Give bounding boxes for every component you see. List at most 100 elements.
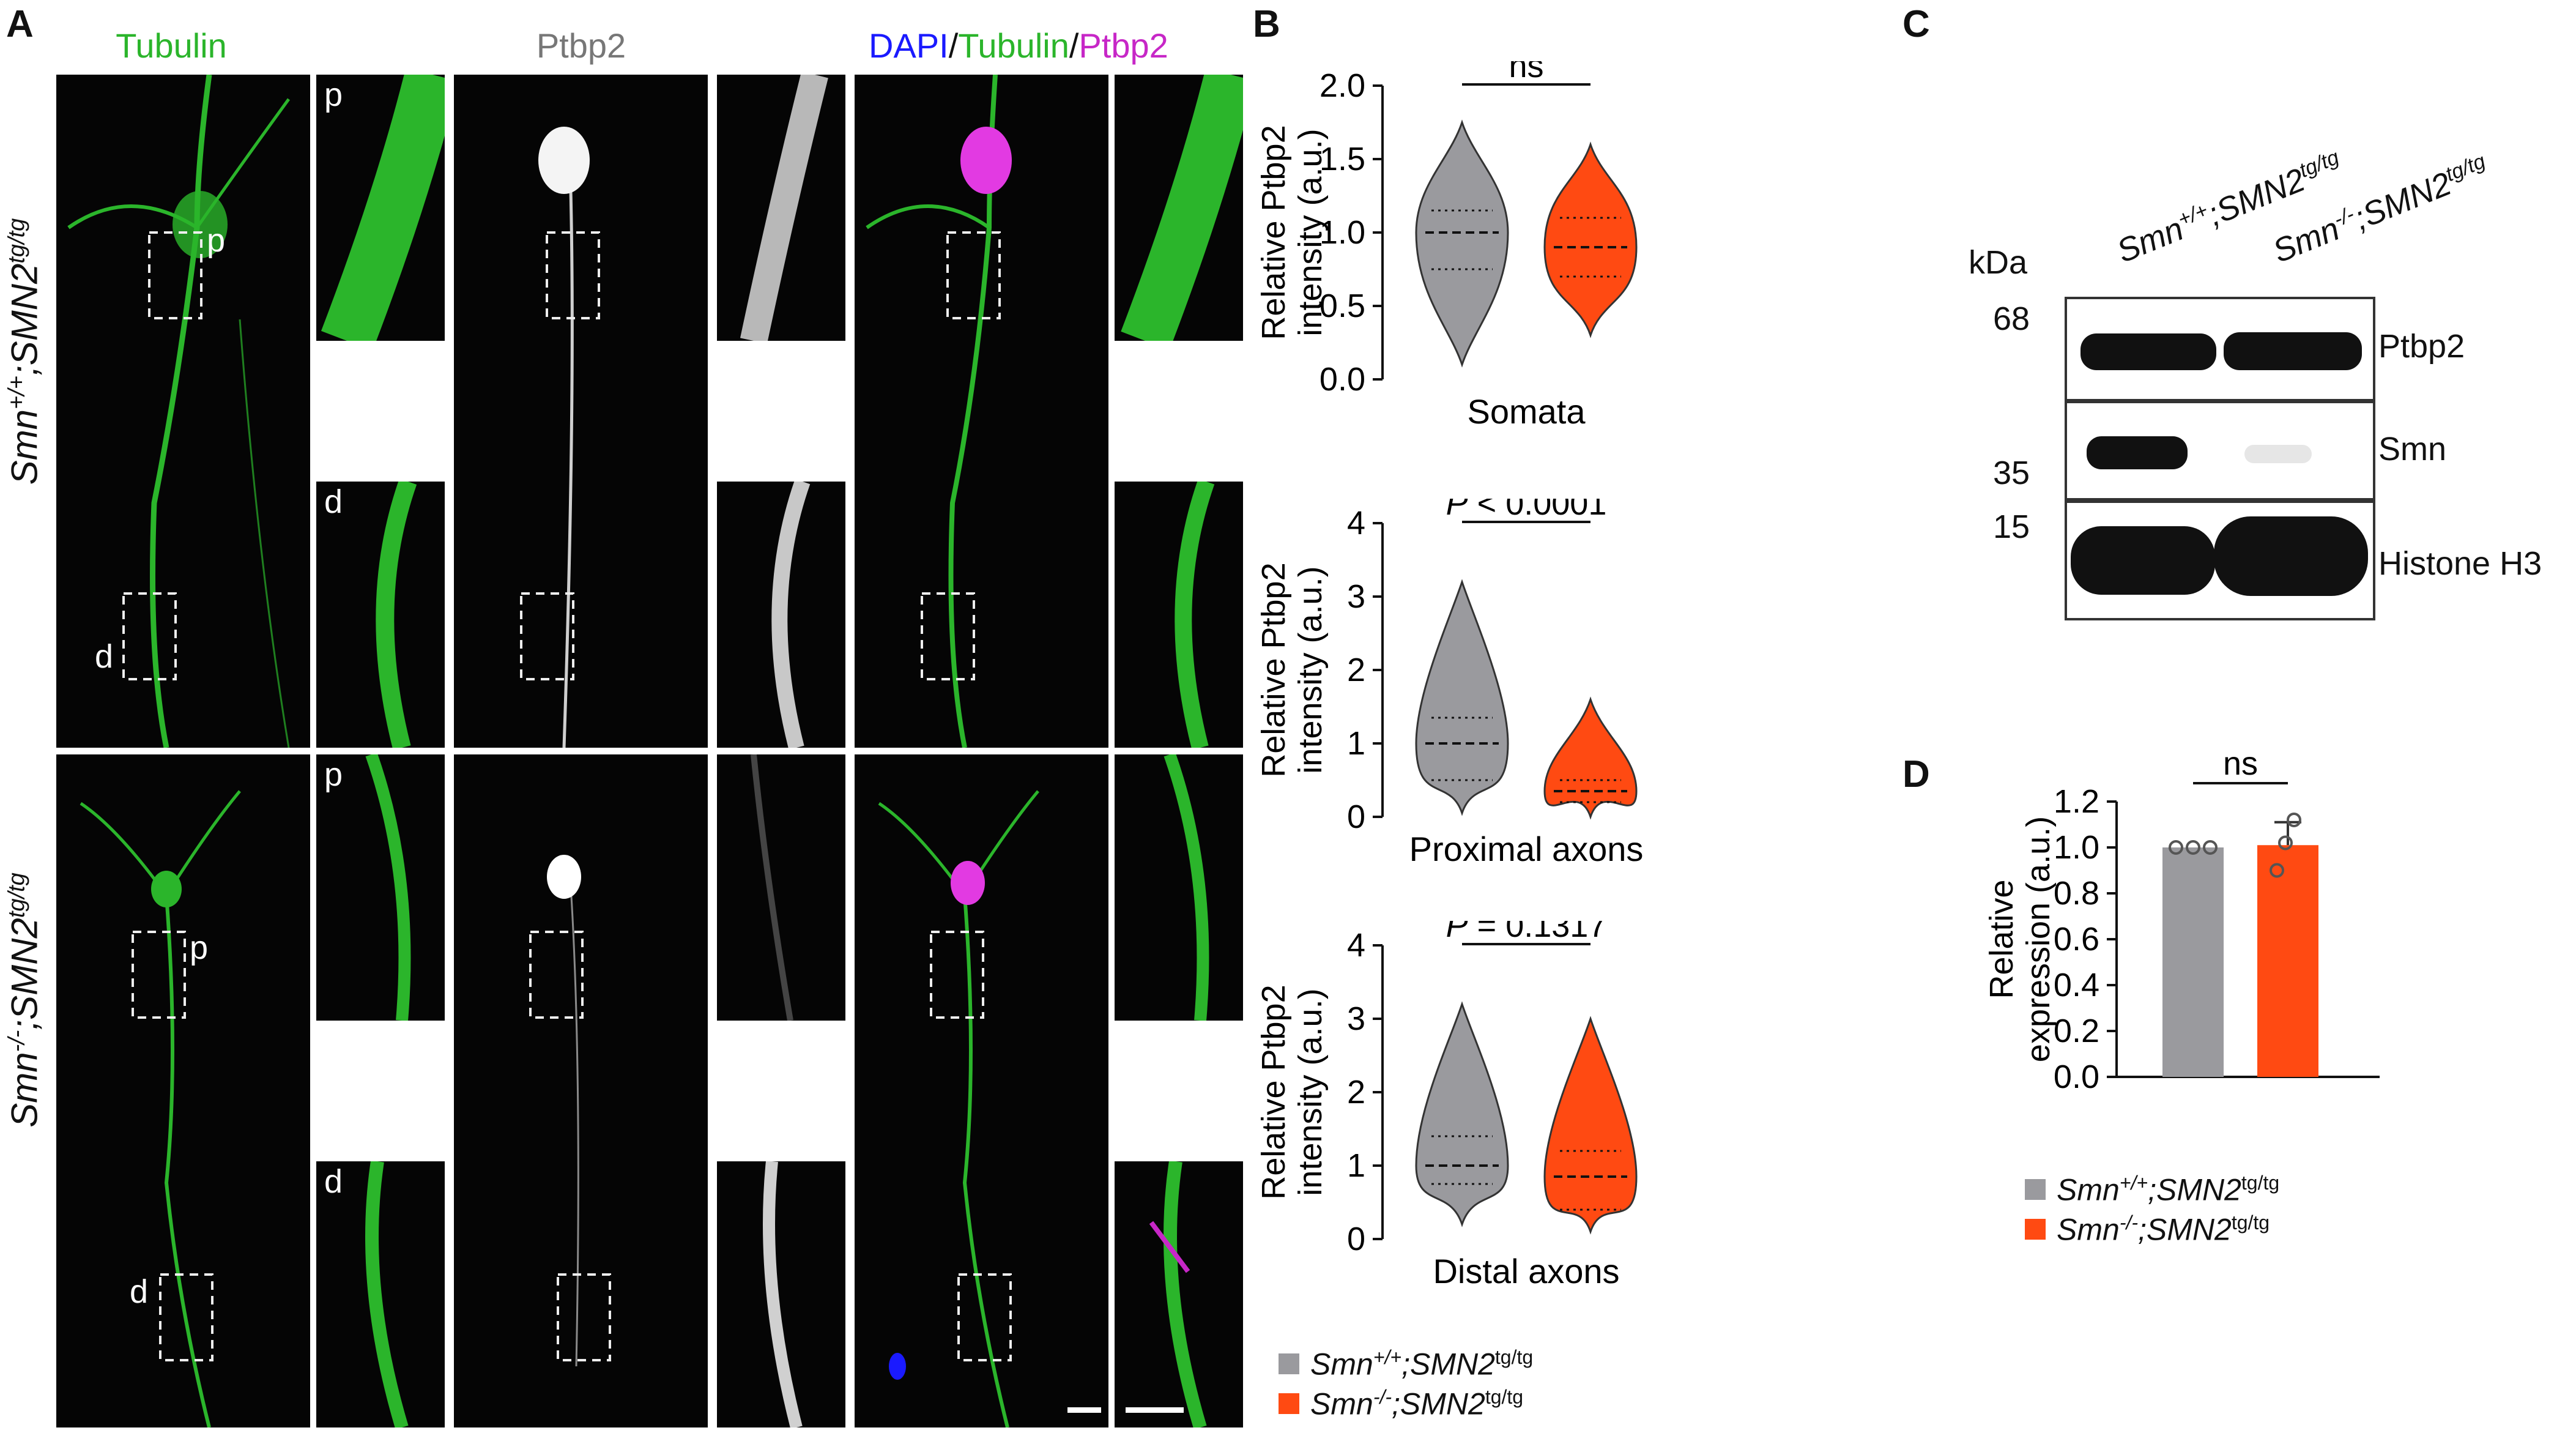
image-merge-ko — [855, 754, 1108, 1427]
blot-kda-label: kDa — [1969, 244, 2028, 281]
data-point — [2287, 813, 2301, 827]
merge-title-tubulin: Tubulin — [958, 26, 1069, 65]
y-tick-label: 2 — [1347, 1074, 1365, 1111]
box-label-d-ko-tub: d — [130, 1273, 149, 1310]
y-tick-label: 4 — [1347, 927, 1365, 964]
y-axis-label: Relative Ptbp2 intensity (a.u.) — [1260, 125, 1329, 340]
significance-label: ns — [2223, 753, 2258, 782]
y-axis-label-line1: Relative Ptbp2 — [1260, 984, 1292, 1199]
y-tick-label: 0.4 — [2054, 967, 2099, 1003]
violin-ko — [1543, 141, 1638, 338]
image-tubulin-ko — [56, 754, 310, 1427]
y-tick-label: 1.5 — [1320, 141, 1365, 177]
y-tick-label: 0.0 — [1320, 361, 1365, 398]
inset-letter-d-wt: d — [324, 483, 343, 520]
legend-swatch-ko — [1279, 1393, 1299, 1415]
bar-wt — [2162, 847, 2224, 1077]
significance-label: P < 0.0001 — [1446, 499, 1607, 522]
chart-title: Distal axons — [1433, 1252, 1619, 1290]
merge-title-dapi: DAPI — [869, 26, 949, 65]
scale-bar-inset — [1126, 1407, 1184, 1413]
blot-marker-35: 35 — [1993, 455, 2030, 491]
violin-chart-somata: 0.0 0.5 1.0 1.5 2.0 Relative Ptbp2 intensity (… — [1260, 61, 1638, 431]
col-title-merge: DAPI/Tubulin/Ptbp2 — [869, 26, 1223, 65]
y-axis-label-line2: intensity (a.u.) — [1292, 988, 1329, 1196]
data-point — [2270, 863, 2284, 878]
box-label-p-wt-tub: p — [207, 222, 226, 259]
band-ptbp2-ko — [2224, 332, 2362, 370]
inset-letter-d-ko: d — [324, 1163, 343, 1200]
panel-letter-b: B — [1253, 3, 1280, 45]
merge-title-slash-1: / — [948, 26, 959, 65]
inset-merge-ko-proximal — [1115, 754, 1243, 1021]
row-label-wt: Smn+/+;SMN2tg/tg — [4, 218, 45, 485]
legend-label-ko: Smn-/-;SMN2tg/tg — [1310, 1386, 1524, 1421]
col-title-tubulin: Tubulin — [116, 26, 227, 65]
blot-band-label-histone: Histone H3 — [2378, 545, 2542, 582]
data-point — [2278, 835, 2293, 850]
y-tick-label: 4 — [1347, 505, 1365, 542]
inset-ptbp2-wt-proximal — [717, 75, 845, 341]
violin-chart-proximal: 0 1 2 3 4 Relative Ptbp2 intensity (a.u.) P < 0… — [1260, 499, 1644, 868]
inset-tubulin-wt-distal — [316, 482, 445, 748]
band-ptbp2-wt — [2080, 333, 2216, 370]
inset-merge-wt-distal — [1115, 482, 1243, 748]
band-smn-ko — [2244, 445, 2312, 463]
y-tick-label: 0.8 — [2054, 875, 2099, 912]
y-axis-label: Relative Ptbp2 intensity (a.u.) — [1260, 562, 1329, 777]
box-label-d-wt-tub: d — [95, 638, 114, 675]
y-axis-label-line1: Relative Ptbp2 — [1260, 562, 1292, 777]
y-tick-label: 3 — [1347, 1000, 1365, 1037]
y-axis-label: Relative expression (a.u.) — [1983, 816, 2057, 1062]
box-label-p-ko-tub: p — [190, 929, 209, 966]
bar-ko — [2257, 845, 2318, 1077]
legend-d-wt: Smn+/+;SMN2tg/tg — [2025, 1172, 2279, 1208]
scale-bar-main — [1067, 1407, 1101, 1413]
violin-wt — [1415, 119, 1509, 368]
blot-band-label-ptbp2: Ptbp2 — [2378, 328, 2465, 365]
legend-label-wt: Smn+/+;SMN2tg/tg — [1310, 1346, 1534, 1382]
significance-value: = 0.1317 — [1468, 921, 1607, 944]
significance-p: P — [1446, 499, 1468, 522]
legend-b-ko: Smn-/-;SMN2tg/tg — [1279, 1386, 1523, 1422]
violin-wt — [1415, 1001, 1509, 1227]
y-tick-label: 0 — [1347, 1221, 1365, 1257]
y-tick-label: 1 — [1347, 725, 1365, 762]
band-histone-wt — [2071, 526, 2215, 595]
legend-d-swatch-wt — [2025, 1179, 2046, 1200]
panel-letter-a: A — [6, 3, 34, 45]
y-tick-label: 3 — [1347, 578, 1365, 615]
significance-value: < 0.0001 — [1468, 499, 1607, 522]
y-axis-label-line1: Relative Ptbp2 — [1260, 125, 1292, 340]
inset-merge-ko-distal — [1115, 1161, 1243, 1427]
significance-p: P — [1446, 921, 1468, 944]
y-axis-label-line2: intensity (a.u.) — [1292, 128, 1329, 336]
blot-panel-ptbp2 — [2065, 297, 2375, 401]
legend-b-wt: Smn+/+;SMN2tg/tg — [1279, 1346, 1533, 1382]
inset-ptbp2-ko-distal — [717, 1161, 845, 1427]
chart-title: Proximal axons — [1409, 830, 1644, 868]
merge-title-slash-2: / — [1069, 26, 1079, 65]
inset-tubulin-wt-proximal — [316, 75, 445, 341]
inset-ptbp2-ko-proximal — [717, 754, 845, 1021]
violin-ko — [1543, 696, 1638, 820]
merge-title-ptbp2: Ptbp2 — [1078, 26, 1168, 65]
band-smn-wt — [2087, 436, 2188, 469]
significance-label: P = 0.1317 — [1446, 921, 1607, 944]
blot-marker-15: 15 — [1993, 508, 2030, 545]
violin-chart-distal: 0 1 2 3 4 Relative Ptbp2 intensity (a.u.) P = 0… — [1260, 921, 1638, 1290]
data-point — [2169, 840, 2183, 855]
inset-tubulin-ko-distal — [316, 1161, 445, 1427]
inset-tubulin-ko-proximal — [316, 754, 445, 1021]
blot-band-label-smn: Smn — [2378, 431, 2447, 467]
image-ptbp2-ko — [454, 754, 708, 1427]
legend-d-swatch-ko — [2025, 1219, 2046, 1240]
y-tick-label: 0.6 — [2054, 921, 2099, 958]
blot-panel-smn — [2065, 401, 2375, 501]
image-ptbp2-wt — [454, 75, 708, 748]
y-tick-label: 0.5 — [1320, 288, 1365, 324]
inset-merge-wt-proximal — [1115, 75, 1243, 341]
y-axis-label: Relative Ptbp2 intensity (a.u.) — [1260, 984, 1329, 1199]
blot-marker-68: 68 — [1993, 300, 2030, 337]
